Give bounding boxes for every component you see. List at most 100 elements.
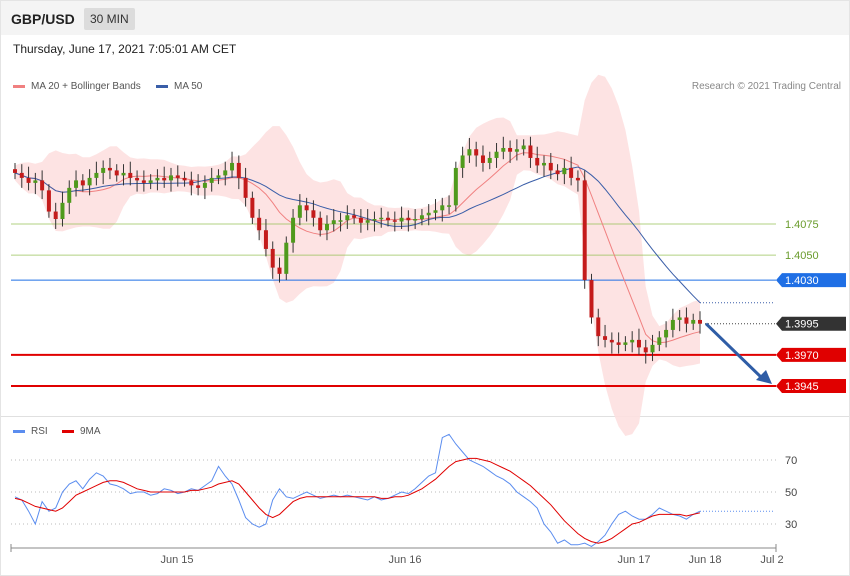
ma50-swatch xyxy=(156,84,168,88)
candle-body xyxy=(575,177,580,181)
candle-body xyxy=(107,167,112,171)
panel-divider xyxy=(1,416,849,417)
candle-body xyxy=(589,280,594,318)
9ma-swatch xyxy=(62,429,74,433)
candle-body xyxy=(257,217,262,231)
candle-body xyxy=(40,180,45,191)
candle-body xyxy=(630,339,635,343)
candle-body xyxy=(453,167,458,206)
candle-body xyxy=(345,215,350,221)
candle-body xyxy=(74,180,79,188)
candle-body xyxy=(392,220,397,222)
instrument-symbol: GBP/USD xyxy=(11,11,75,27)
rsi-line xyxy=(14,433,701,547)
legend-9ma-label: 9MA xyxy=(80,426,101,437)
candle-body xyxy=(643,347,648,353)
legend-9ma: 9MA xyxy=(62,426,101,437)
candle-body xyxy=(87,177,92,186)
candle-body xyxy=(223,170,228,176)
rsi-swatch xyxy=(13,429,25,433)
candle-body xyxy=(677,317,682,320)
ma20-swatch xyxy=(13,84,25,88)
candle-body xyxy=(514,149,519,152)
candle-body xyxy=(467,149,472,156)
candle-body xyxy=(494,151,499,158)
candle-body xyxy=(433,210,438,213)
candle-body xyxy=(94,172,99,178)
level-label-1.3995: 1.3995 xyxy=(785,319,819,331)
legend-ma50: MA 50 xyxy=(156,81,202,92)
timeframe-badge[interactable]: 30 MIN xyxy=(84,8,135,30)
candle-body xyxy=(670,319,675,330)
candle-body xyxy=(596,317,601,337)
candle-body xyxy=(216,175,221,178)
candle-body xyxy=(440,205,445,211)
candle-body xyxy=(189,180,194,186)
level-label-1.3945: 1.3945 xyxy=(785,381,819,393)
candle-body xyxy=(508,147,513,152)
projection-arrow-head xyxy=(756,370,772,384)
ma50-line xyxy=(14,166,701,304)
candle-body xyxy=(535,157,540,166)
level-label-1.4075: 1.4075 xyxy=(785,219,819,231)
candle-body xyxy=(548,162,553,171)
candle-body xyxy=(636,339,641,348)
candle-body xyxy=(53,211,58,220)
candle-body xyxy=(236,162,241,178)
level-tag-1.3945 xyxy=(776,379,846,393)
candle-body xyxy=(135,177,140,181)
candle-body xyxy=(460,155,465,168)
candle-body xyxy=(698,319,702,324)
candle-body xyxy=(318,217,323,231)
x-tick-label: Jun 16 xyxy=(388,554,421,566)
candle-body xyxy=(67,187,72,203)
candle-body xyxy=(46,190,51,212)
legend-rsi-label: RSI xyxy=(31,426,48,437)
candle-body xyxy=(358,217,363,223)
x-tick-label: Jun 18 xyxy=(688,554,721,566)
research-credit: Research © 2021 Trading Central xyxy=(691,81,841,92)
rsi-tick-50: 50 xyxy=(785,487,797,499)
candle-body xyxy=(386,217,391,221)
candle-body xyxy=(175,175,180,178)
candle-body xyxy=(196,185,201,188)
rsi-tick-70: 70 xyxy=(785,455,797,467)
legend-ma20-label: MA 20 + Bollinger Bands xyxy=(31,81,141,92)
candle-body xyxy=(352,215,357,218)
candle-body xyxy=(684,317,689,324)
level-tag-1.3995 xyxy=(776,316,846,331)
rsi-tick-30: 30 xyxy=(785,519,797,531)
candle-body xyxy=(399,217,404,222)
candle-body xyxy=(250,197,255,218)
candle-body xyxy=(141,180,146,183)
candle-body xyxy=(26,177,31,183)
candle-body xyxy=(304,205,309,211)
x-tick-label: Jul 2 xyxy=(760,554,783,566)
candle-body xyxy=(291,217,296,243)
candle-body xyxy=(521,145,526,150)
candle-body xyxy=(603,336,608,340)
candle-body xyxy=(331,220,336,224)
candle-body xyxy=(182,177,187,181)
candle-body xyxy=(379,217,384,220)
projection-arrow-shaft xyxy=(704,322,765,381)
candle-body xyxy=(19,172,24,178)
candle-body xyxy=(528,145,533,158)
timestamp: Thursday, June 17, 2021 7:05:01 AM CET xyxy=(13,42,237,56)
candle-body xyxy=(664,329,669,338)
candle-body xyxy=(121,172,126,176)
level-label-1.4030: 1.4030 xyxy=(785,275,819,287)
candle-body xyxy=(128,172,133,178)
x-tick-label: Jun 15 xyxy=(160,554,193,566)
candle-body xyxy=(277,267,282,274)
candle-body xyxy=(284,242,289,274)
candle-body xyxy=(162,177,167,181)
candle-body xyxy=(270,248,275,268)
legend-ma20: MA 20 + Bollinger Bands xyxy=(13,81,141,92)
candle-body xyxy=(230,162,235,171)
candle-body xyxy=(555,170,560,175)
candle-body xyxy=(324,224,329,231)
candle-body xyxy=(474,149,479,156)
candle-body xyxy=(426,212,431,216)
